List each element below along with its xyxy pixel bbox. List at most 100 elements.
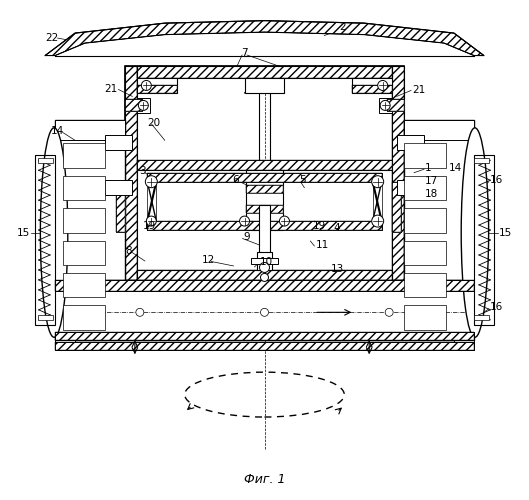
Bar [474, 156, 494, 325]
Bar [387, 100, 404, 112]
Text: 15: 15 [17, 228, 30, 237]
Circle shape [240, 216, 250, 226]
Bar [125, 100, 142, 112]
Bar [105, 180, 132, 195]
Bar [138, 160, 391, 170]
Text: 6: 6 [232, 175, 239, 185]
Bar [352, 86, 391, 93]
Bar [474, 158, 489, 162]
Bar [404, 306, 446, 330]
Bar [379, 98, 391, 113]
Bar [404, 273, 446, 297]
Bar [391, 66, 404, 280]
Bar [138, 98, 150, 113]
Circle shape [145, 176, 157, 188]
Circle shape [136, 308, 144, 316]
Bar [404, 120, 474, 141]
Ellipse shape [40, 128, 68, 338]
Circle shape [141, 80, 151, 90]
Bar [55, 280, 474, 340]
Bar [404, 315, 474, 335]
Bar [55, 332, 474, 340]
Bar [62, 176, 105, 200]
Bar [138, 160, 391, 170]
Bar [138, 86, 177, 93]
Circle shape [260, 262, 269, 272]
Bar [147, 172, 382, 182]
Bar [244, 78, 285, 93]
Bar [352, 86, 391, 93]
Bar [55, 332, 474, 340]
Bar [138, 86, 177, 93]
Bar [251, 258, 278, 264]
Bar [138, 66, 391, 78]
Bar [454, 340, 474, 349]
Bar [259, 205, 270, 255]
Bar [373, 172, 382, 230]
Bar [245, 205, 284, 212]
Bar [62, 144, 105, 168]
Bar [62, 240, 105, 265]
Bar [387, 100, 404, 112]
Circle shape [372, 215, 384, 227]
Bar [245, 205, 284, 212]
Bar [245, 170, 284, 230]
Bar [116, 182, 125, 232]
Circle shape [260, 274, 269, 281]
Bar [397, 180, 424, 195]
Bar [125, 66, 138, 280]
Text: 18: 18 [425, 189, 439, 199]
Text: 5: 5 [299, 175, 306, 185]
Bar [245, 185, 284, 192]
Bar [147, 221, 382, 230]
Bar [147, 221, 382, 230]
Text: 10: 10 [260, 257, 272, 267]
Bar [62, 273, 105, 297]
Bar [125, 66, 138, 280]
Text: 4: 4 [333, 222, 340, 232]
Text: 14: 14 [51, 126, 65, 136]
Bar [55, 342, 474, 349]
Text: Фиг. 1: Фиг. 1 [244, 473, 285, 486]
Bar [397, 136, 424, 150]
Text: 11: 11 [315, 240, 329, 250]
Text: 7: 7 [241, 48, 248, 58]
Bar [125, 66, 404, 280]
Circle shape [139, 100, 148, 110]
Bar [147, 172, 382, 182]
Bar [138, 78, 177, 93]
Bar [352, 78, 391, 93]
Bar [404, 240, 446, 265]
Circle shape [147, 216, 156, 226]
Circle shape [380, 100, 390, 110]
Bar [387, 100, 404, 112]
Text: 8: 8 [125, 246, 132, 256]
Bar [138, 66, 391, 78]
Bar [55, 342, 474, 349]
Text: 19: 19 [142, 221, 156, 231]
Bar [474, 315, 489, 320]
Text: 2: 2 [339, 22, 346, 32]
Bar [55, 332, 474, 340]
Bar [62, 306, 105, 330]
Bar [391, 182, 400, 232]
Text: 13: 13 [330, 264, 343, 274]
Bar [62, 208, 105, 233]
Bar [116, 182, 125, 232]
Bar [138, 66, 391, 78]
Bar [55, 120, 125, 141]
Bar [404, 176, 446, 200]
Bar [55, 315, 125, 335]
Bar [391, 66, 404, 280]
Bar [404, 120, 474, 335]
Bar [138, 270, 391, 280]
Bar [125, 66, 138, 280]
Bar [352, 86, 391, 93]
Text: 21: 21 [412, 86, 425, 96]
Bar [55, 340, 75, 349]
Text: 14: 14 [449, 162, 462, 172]
Bar [105, 136, 132, 150]
Bar [125, 100, 142, 112]
Text: 17: 17 [425, 176, 439, 186]
Bar [138, 160, 391, 170]
